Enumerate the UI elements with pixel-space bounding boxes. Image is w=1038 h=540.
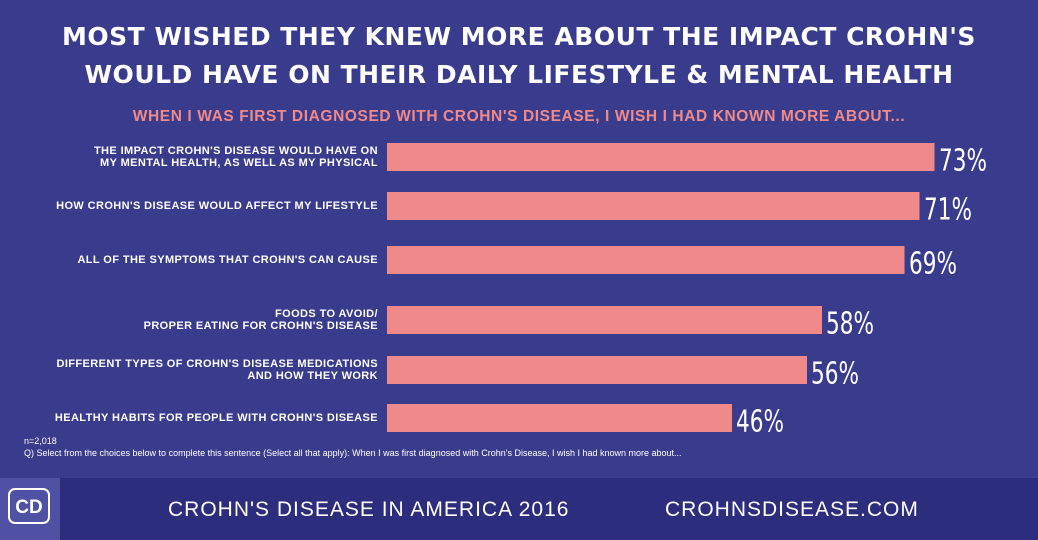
- category-label: THE IMPACT CROHN'S DISEASE WOULD HAVE ON…: [93, 145, 378, 169]
- bar: [387, 356, 807, 384]
- category-label: DIFFERENT TYPES OF CROHN'S DISEASE MEDIC…: [56, 358, 378, 382]
- logo: CD: [8, 488, 50, 524]
- category-label: FOODS TO AVOID/ PROPER EATING FOR CROHN'…: [143, 308, 378, 332]
- category-label: ALL OF THE SYMPTOMS THAT CROHN'S CAN CAU…: [77, 254, 378, 266]
- footer-band: [0, 478, 1038, 540]
- bar: [387, 192, 920, 220]
- bar: [387, 143, 935, 171]
- question-note: Q) Select from the choices below to comp…: [24, 448, 682, 458]
- value-label: 71%: [923, 192, 972, 228]
- value-label: 56%: [811, 356, 860, 392]
- value-label: 46%: [736, 404, 785, 440]
- chart-subtitle: WHEN I WAS FIRST DIAGNOSED WITH CROHN'S …: [132, 108, 906, 125]
- bar: [387, 246, 905, 274]
- value-label: 69%: [908, 246, 957, 282]
- footer-site: CROHNSDISEASE.COM: [665, 498, 919, 521]
- value-label: 58%: [826, 306, 875, 342]
- bar: [387, 404, 732, 432]
- sample-size: n=2,018: [24, 436, 57, 446]
- footer-title: CROHN'S DISEASE IN AMERICA 2016: [168, 498, 570, 521]
- category-label: HEALTHY HABITS FOR PEOPLE WITH CROHN'S D…: [54, 412, 378, 424]
- category-label: HOW CROHN'S DISEASE WOULD AFFECT MY LIFE…: [56, 200, 378, 212]
- bar: [387, 306, 822, 334]
- chart-title: MOST WISHED THEY KNEW MORE ABOUT THE IMP…: [62, 22, 976, 89]
- value-label: 73%: [938, 143, 987, 179]
